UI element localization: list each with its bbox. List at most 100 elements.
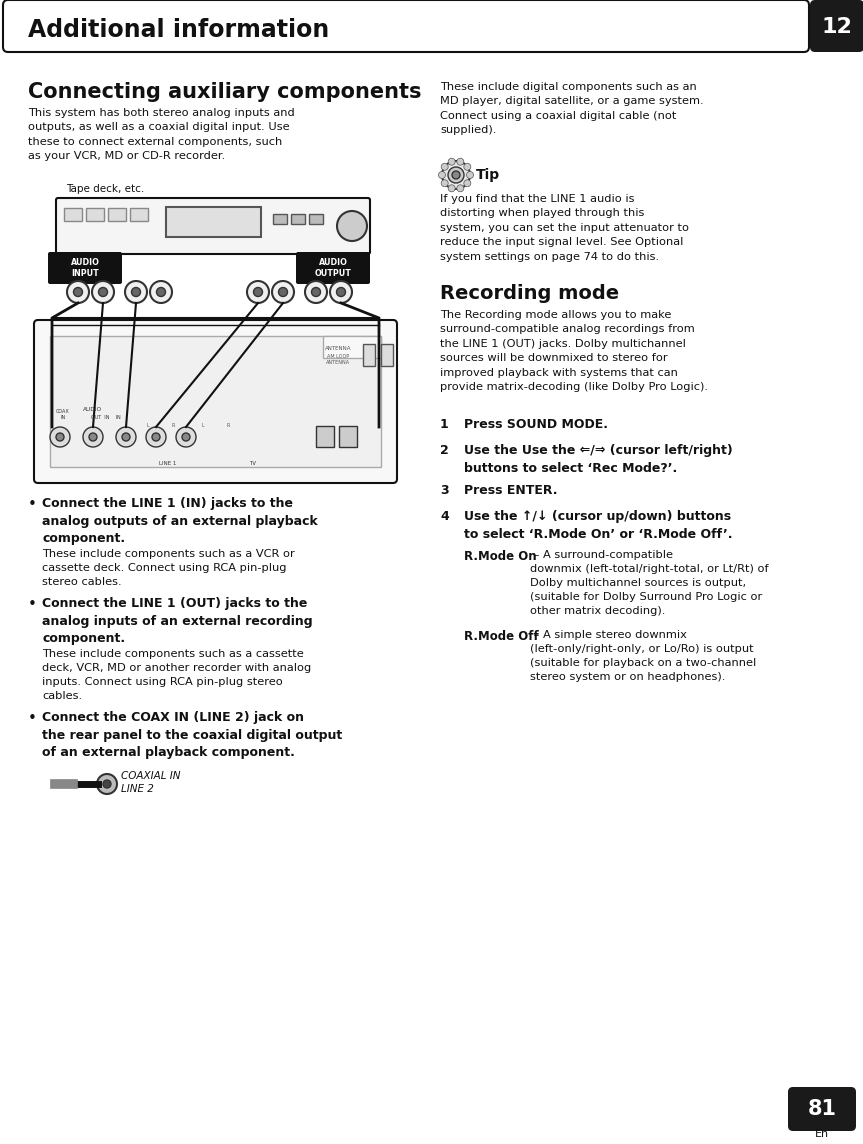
- Bar: [339, 426, 357, 447]
- FancyBboxPatch shape: [3, 0, 809, 51]
- Circle shape: [312, 287, 320, 296]
- Circle shape: [56, 432, 64, 440]
- Text: Connect the LINE 1 (OUT) jacks to the
analog inputs of an external recording
com: Connect the LINE 1 (OUT) jacks to the an…: [42, 597, 312, 645]
- Text: 81: 81: [808, 1099, 836, 1119]
- Circle shape: [463, 180, 471, 186]
- Circle shape: [67, 281, 89, 303]
- FancyBboxPatch shape: [296, 252, 370, 284]
- Text: Connecting auxiliary components: Connecting auxiliary components: [28, 82, 421, 102]
- Text: If you find that the LINE 1 audio is
distorting when played through this
system,: If you find that the LINE 1 audio is dis…: [440, 194, 689, 262]
- Circle shape: [92, 281, 114, 303]
- Text: 2: 2: [440, 444, 449, 456]
- Text: AUDIO
INPUT: AUDIO INPUT: [71, 257, 99, 278]
- FancyBboxPatch shape: [56, 198, 370, 254]
- Circle shape: [131, 287, 141, 296]
- Circle shape: [98, 287, 108, 296]
- Bar: [273, 214, 287, 224]
- Text: This system has both stereo analog inputs and
outputs, as well as a coaxial digi: This system has both stereo analog input…: [28, 108, 295, 161]
- Text: Additional information: Additional information: [28, 18, 330, 42]
- Text: R: R: [226, 423, 230, 428]
- Circle shape: [73, 287, 83, 296]
- Circle shape: [50, 427, 70, 447]
- Text: These include components such as a cassette
deck, VCR, MD or another recorder wi: These include components such as a casse…: [42, 649, 312, 701]
- Text: OUT  IN    IN: OUT IN IN: [91, 415, 121, 420]
- Circle shape: [448, 167, 464, 183]
- Text: Press SOUND MODE.: Press SOUND MODE.: [464, 418, 608, 431]
- Text: TV: TV: [249, 461, 256, 466]
- Bar: [291, 214, 305, 224]
- Circle shape: [122, 432, 130, 440]
- Bar: [363, 344, 375, 366]
- FancyBboxPatch shape: [34, 320, 397, 483]
- Text: COAXIAL IN: COAXIAL IN: [121, 771, 180, 781]
- Text: – A surround-compatible
downmix (left-total/right-total, or Lt/Rt) of
Dolby mult: – A surround-compatible downmix (left-to…: [530, 550, 769, 615]
- Bar: [64, 208, 82, 221]
- Bar: [130, 208, 148, 221]
- Circle shape: [247, 281, 269, 303]
- Circle shape: [337, 210, 367, 241]
- Circle shape: [337, 287, 345, 296]
- Text: •: •: [28, 597, 37, 612]
- Circle shape: [442, 161, 470, 189]
- Circle shape: [176, 427, 196, 447]
- Circle shape: [152, 432, 160, 440]
- Circle shape: [441, 164, 448, 170]
- Circle shape: [150, 281, 172, 303]
- Circle shape: [441, 180, 448, 186]
- Text: AUDIO: AUDIO: [84, 407, 103, 412]
- Circle shape: [83, 427, 103, 447]
- Text: Connect the LINE 1 (IN) jacks to the
analog outputs of an external playback
comp: Connect the LINE 1 (IN) jacks to the ana…: [42, 496, 318, 545]
- FancyBboxPatch shape: [810, 0, 863, 51]
- Circle shape: [452, 170, 460, 178]
- Text: ANTENNA: ANTENNA: [324, 345, 351, 351]
- Text: COAX
IN: COAX IN: [56, 410, 70, 420]
- Bar: [166, 207, 261, 237]
- Text: L: L: [202, 423, 205, 428]
- Text: R: R: [172, 423, 174, 428]
- Circle shape: [457, 158, 463, 165]
- Text: These include digital components such as an
MD player, digital satellite, or a g: These include digital components such as…: [440, 82, 703, 135]
- Text: L: L: [147, 423, 149, 428]
- Text: LINE 1: LINE 1: [160, 461, 177, 466]
- Text: LINE 2: LINE 2: [121, 784, 154, 794]
- Text: Press ENTER.: Press ENTER.: [464, 484, 557, 496]
- Text: En: En: [815, 1129, 829, 1139]
- Text: Use the Use the ⇐/⇒ (cursor left/right)
buttons to select ‘Rec Mode?’.: Use the Use the ⇐/⇒ (cursor left/right) …: [464, 444, 733, 475]
- Circle shape: [467, 172, 474, 178]
- Circle shape: [448, 185, 455, 192]
- FancyBboxPatch shape: [788, 1087, 856, 1131]
- Text: Connect the COAX IN (LINE 2) jack on
the rear panel to the coaxial digital outpu: Connect the COAX IN (LINE 2) jack on the…: [42, 712, 343, 758]
- Circle shape: [272, 281, 294, 303]
- Circle shape: [182, 432, 190, 440]
- Text: – A simple stereo downmix
(left-only/right-only, or Lo/Ro) is output
(suitable f: – A simple stereo downmix (left-only/rig…: [530, 630, 756, 682]
- Text: These include components such as a VCR or
cassette deck. Connect using RCA pin-p: These include components such as a VCR o…: [42, 549, 295, 587]
- Bar: [108, 208, 126, 221]
- Text: Tape deck, etc.: Tape deck, etc.: [66, 184, 144, 194]
- Bar: [309, 214, 323, 224]
- Text: 12: 12: [822, 17, 853, 37]
- Circle shape: [279, 287, 287, 296]
- Circle shape: [146, 427, 166, 447]
- Circle shape: [457, 185, 463, 192]
- Text: •: •: [28, 496, 37, 513]
- Text: Recording mode: Recording mode: [440, 284, 619, 303]
- Circle shape: [103, 780, 111, 788]
- Circle shape: [438, 172, 445, 178]
- Bar: [50, 336, 381, 467]
- Circle shape: [305, 281, 327, 303]
- Circle shape: [254, 287, 262, 296]
- Text: AM LOOP
ANTENNA: AM LOOP ANTENNA: [326, 353, 350, 365]
- Text: 3: 3: [440, 484, 449, 496]
- Circle shape: [156, 287, 166, 296]
- Bar: [323, 336, 381, 358]
- Bar: [86, 208, 104, 221]
- Text: R.Mode On: R.Mode On: [464, 550, 537, 563]
- Bar: [381, 344, 393, 366]
- Circle shape: [89, 432, 97, 440]
- Circle shape: [448, 158, 455, 165]
- Text: 4: 4: [440, 510, 449, 523]
- Text: •: •: [28, 712, 37, 726]
- Circle shape: [97, 774, 117, 794]
- Text: AUDIO
OUTPUT: AUDIO OUTPUT: [314, 257, 351, 278]
- Circle shape: [125, 281, 147, 303]
